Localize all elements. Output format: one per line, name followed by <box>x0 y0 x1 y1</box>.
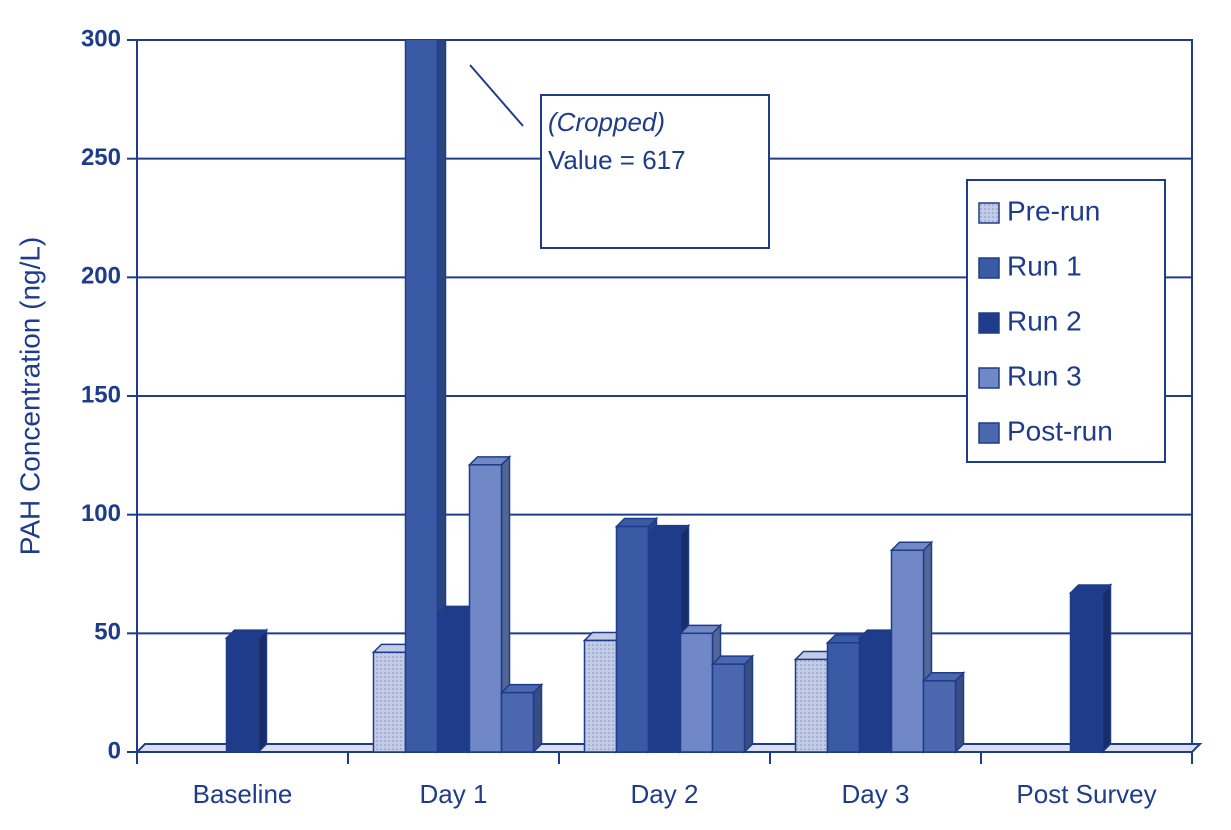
bar-top <box>499 683 544 694</box>
plot: 0 50 100 150 200 250 300 Baseline Day 1 Day 2 Day … <box>81 25 1203 809</box>
bar <box>1069 592 1104 753</box>
legend-label: Pre-run <box>1007 195 1100 226</box>
bar-top <box>921 672 966 682</box>
bar-top <box>467 456 512 466</box>
bar-side <box>532 682 543 754</box>
bar-top <box>710 655 755 665</box>
bar-side <box>954 670 965 754</box>
x-tick-label: Day 3 <box>842 779 910 809</box>
bar <box>615 525 650 753</box>
bar-top <box>614 517 659 528</box>
y-tick-label: 200 <box>81 263 121 290</box>
annotation: (Cropped) Value = 617 <box>469 64 770 249</box>
bar-side <box>743 654 754 754</box>
legend-swatch <box>978 202 1000 224</box>
y-tick-label: 100 <box>81 500 121 527</box>
bar-side <box>257 628 268 754</box>
bar-top <box>889 541 934 552</box>
legend-label: Run 2 <box>1007 305 1082 336</box>
legend-swatch <box>978 257 1000 279</box>
y-tick-label: 300 <box>81 25 121 52</box>
bar <box>922 680 957 753</box>
bar <box>794 658 829 753</box>
bar-top <box>646 524 691 535</box>
bar <box>225 637 260 753</box>
bar-top <box>678 624 723 635</box>
annotation-pointer <box>469 64 524 127</box>
bar <box>436 613 471 753</box>
bar <box>647 532 682 753</box>
annotation-title: (Cropped) <box>548 107 665 137</box>
bar <box>890 549 925 753</box>
bar <box>404 40 439 753</box>
y-tick-label: 50 <box>94 619 121 646</box>
bar-top <box>1068 584 1113 594</box>
legend-label: Run 3 <box>1007 360 1082 391</box>
legend-swatch <box>978 422 1000 444</box>
bar <box>468 464 503 753</box>
bar <box>826 642 861 753</box>
bar <box>372 651 407 753</box>
y-tick-label: 250 <box>81 144 121 171</box>
legend-box <box>966 179 1166 463</box>
bar <box>583 639 618 753</box>
bar <box>679 632 714 753</box>
annotation-box <box>540 94 770 249</box>
legend-label: Post-run <box>1007 415 1113 446</box>
y-tick-label: 150 <box>81 381 121 408</box>
x-tick-label: Post Survey <box>1016 779 1156 809</box>
x-tick-label: Day 2 <box>631 779 699 809</box>
legend-swatch <box>978 367 1000 389</box>
legend-swatch <box>978 312 1000 334</box>
bars <box>224 40 1113 754</box>
legend-label: Run 1 <box>1007 250 1082 281</box>
x-tick-label: Baseline <box>193 779 293 809</box>
bar-side <box>1101 583 1112 754</box>
y-axis-label: PAH Concentration (ng/L) <box>14 237 45 556</box>
bar <box>500 691 535 753</box>
bar <box>711 663 746 753</box>
x-tick-label: Day 1 <box>420 779 488 809</box>
y-tick-label: 0 <box>108 737 121 764</box>
bar <box>858 637 893 753</box>
bar-top <box>224 629 269 639</box>
annotation-text: Value = 617 <box>548 145 686 175</box>
